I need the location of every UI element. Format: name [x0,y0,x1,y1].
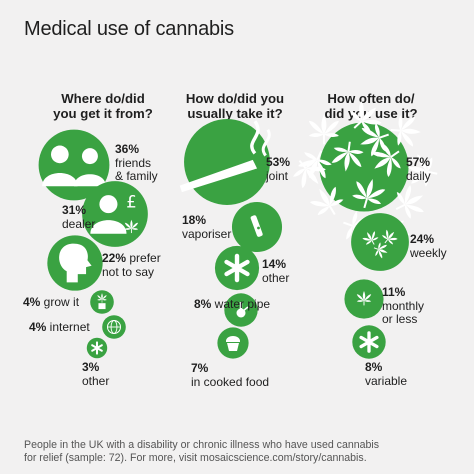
bubble-value-label: 18% [182,213,207,227]
bubble-label: 57% daily [406,155,431,183]
bubble-value-label: 22% [102,251,127,265]
bubble-category-label: prefer [126,251,161,265]
cupcake-icon [225,336,241,351]
bubble-value-label: 57% [406,155,431,169]
bubble-label: 53% joint [266,155,291,183]
water-pipe-icon [236,302,249,318]
bubble-category-label: dealer [62,216,96,231]
bubble-group [224,293,258,327]
footer-note: People in the UK with a disability or ch… [24,439,380,464]
bubble-category-label: friends [115,155,152,170]
pound-sign: £ [126,192,136,211]
bubble-category-label: other [262,270,290,285]
bubble-group [231,201,283,253]
bubble-label: 4% internet [29,320,90,335]
bubble-label: 3% other [82,360,110,388]
bubble [351,213,409,271]
bubble-group [179,119,271,205]
bubble-value-label: 4% [23,295,41,309]
bubble-value-label: 24% [410,232,435,246]
bubble-group [287,96,441,253]
bubble-category-label: grow it [40,295,80,309]
bubble-category-label: water pipe [211,297,271,311]
bubble-value-label: 14% [262,257,287,271]
bubble-category-label: or less [382,312,418,326]
bubble-category-label: vaporiser [182,226,232,241]
bubble-value-label: 8% [194,297,212,311]
bubble-label: 22% prefer not to say [102,251,161,279]
bubble-value-label: 4% [29,320,47,334]
globe-icon [107,320,121,334]
bubble-group [217,327,249,359]
bubble-label: 31% dealer [62,203,96,231]
bubble-group [102,315,126,339]
bubble-value-label: 7% [191,361,209,375]
bubble-group [352,325,386,359]
dealer-icon: £ [90,192,139,234]
bubble-group [38,129,110,201]
bubble-label: 36% friends & family [115,142,158,184]
bubble-label: 14% other [262,257,290,285]
bubble-group: £ [82,181,148,247]
bubble-category-label: in cooked food [191,374,270,389]
bubble-group [47,235,103,291]
vaporiser-icon [250,215,263,237]
bubble-value-label: 31% [62,203,87,217]
bubble-group [344,279,384,319]
people-icon [42,145,106,187]
bubble-category-label: internet [46,320,90,334]
bubble-value-label: 8% [365,360,383,374]
bubble-label: 11% monthly or less [382,285,425,327]
bubble-value-label: 11% [382,285,406,299]
bubble-group [86,337,108,359]
plant-icon [97,293,107,310]
bubble-label: 18% vaporiser [182,213,232,241]
bubble-label: 24% weekly [410,232,447,260]
column-header-method: How do/did you usually take it? [185,91,285,121]
bubble-group [351,213,409,271]
bubble-category-label: other [82,373,110,388]
bubble-category-label: weekly [410,245,447,260]
bubble-value-label: 3% [82,360,100,374]
bubble-label: 4% grow it [23,295,80,310]
bubble [319,122,409,212]
column-header-source: Where do/did you get it from? [53,91,153,121]
bubble-group [90,290,114,314]
bubble-category-label: monthly [382,298,425,313]
bubble-label: 7% in cooked food [191,361,270,389]
bubble-category-label: & family [115,169,158,183]
joint-icon [179,120,271,193]
page-title: Medical use of cannabis [24,18,234,40]
bubble-value-label: 36% [115,142,140,156]
bubble-label: 8% variable [365,360,408,388]
head-icon [59,243,92,283]
bubble-value-label: 53% [266,155,291,169]
bubble-group [214,245,260,291]
bubble-category-label: daily [406,168,431,183]
bubble-category-label: not to say [102,264,155,279]
bubble-label: 8% water pipe [194,297,271,312]
bubble-category-label: variable [365,373,408,388]
bubble-category-label: joint [266,168,289,183]
